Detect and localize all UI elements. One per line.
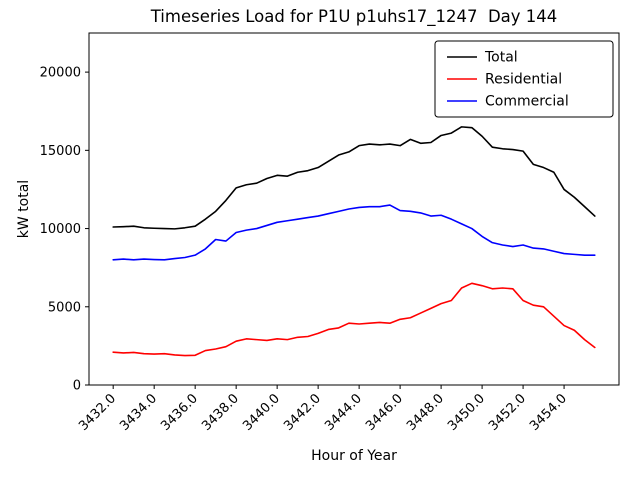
- legend-entry-total: Total: [447, 50, 518, 66]
- x-tick-label: 3440.0: [240, 391, 283, 434]
- x-tick-label: 3450.0: [445, 391, 488, 434]
- series-line-commercial: [112, 204, 596, 261]
- series-line-total: [112, 126, 596, 230]
- x-tick-label: 3452.0: [486, 391, 529, 434]
- x-tick-label: 3436.0: [158, 391, 201, 434]
- legend-box: [434, 40, 614, 118]
- x-tick-label: 3444.0: [322, 391, 365, 434]
- y-axis-label: kW total: [16, 179, 32, 239]
- y-tick-label: 0: [73, 379, 81, 394]
- x-tick-label: 3442.0: [281, 391, 324, 434]
- x-tick-label: 3434.0: [117, 391, 160, 434]
- legend-entry-commercial: Commercial: [447, 94, 569, 110]
- legend-label: Commercial: [485, 94, 569, 110]
- series-line-residential: [112, 282, 596, 357]
- x-tick-label: 3438.0: [199, 391, 242, 434]
- x-axis-label: Hour of Year: [311, 448, 397, 464]
- axes-box: [88, 32, 620, 386]
- x-tick-label: 3448.0: [404, 391, 447, 434]
- x-tick-label: 3446.0: [363, 391, 406, 434]
- legend-label: Residential: [485, 72, 562, 88]
- legend-entry-residential: Residential: [447, 72, 562, 88]
- legend-label: Total: [484, 50, 518, 66]
- legend: Total Residential Commercial: [434, 40, 614, 118]
- y-tick-label: 5000: [48, 300, 81, 315]
- x-tick-label: 3432.0: [76, 391, 119, 434]
- y-tick-label: 10000: [40, 222, 81, 237]
- y-tick-label: 20000: [40, 66, 81, 81]
- chart-title: Timeseries Load for P1U p1uhs17_1247 Day…: [150, 7, 558, 26]
- x-tick-label: 3454.0: [527, 391, 570, 434]
- y-tick-label: 15000: [40, 144, 81, 159]
